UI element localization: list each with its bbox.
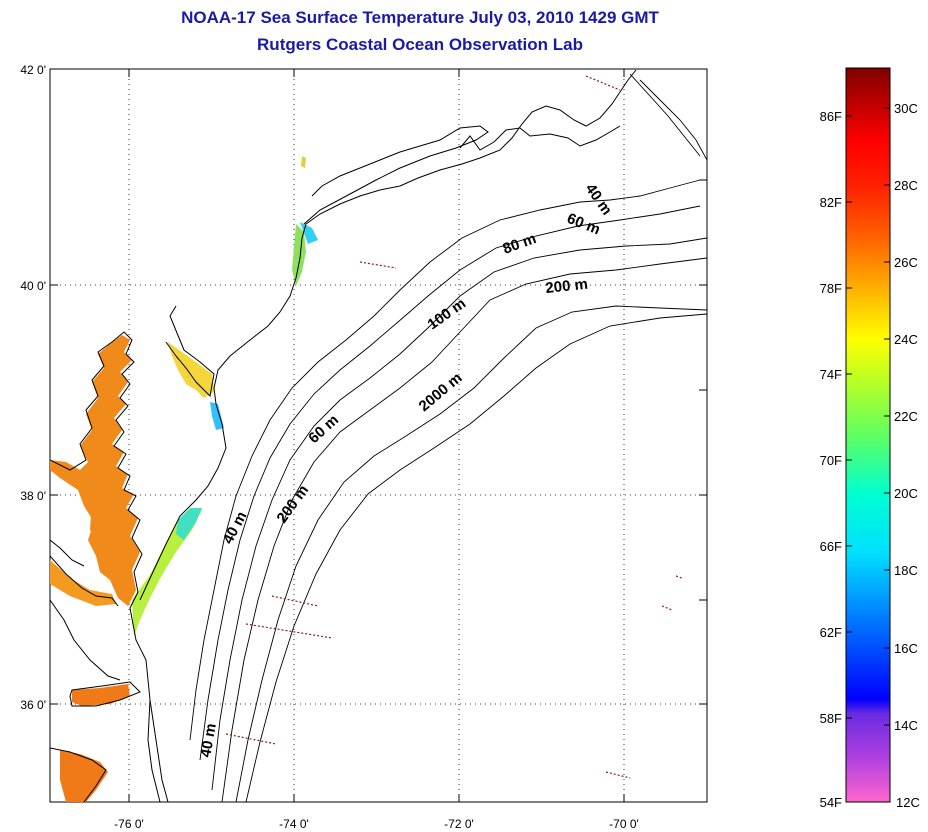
lon-tick-label: -72 0' [444, 817, 474, 831]
isobath-contours [189, 73, 707, 802]
coastline [50, 69, 637, 802]
colorbar-f-label: 58F [820, 711, 842, 726]
colorbar-f-label: 66F [820, 539, 842, 554]
map-subtitle: Rutgers Coastal Ocean Observation Lab [257, 35, 583, 54]
bay-tributary-sst [50, 560, 116, 606]
map-frame [49, 68, 708, 803]
colorbar-f-label: 62F [820, 625, 842, 640]
lon-tick-label: -74 0' [279, 817, 309, 831]
colorbar-fahrenheit-labels: 86F 82F 78F 74F 70F 66F 62F 58F 54F [820, 109, 842, 810]
nj-coastal-sst [301, 156, 306, 168]
lat-tick-label: 40 0' [20, 279, 46, 293]
lat-tick-label: 38 0' [20, 489, 46, 503]
colorbar-c-label: 28C [894, 178, 918, 193]
colorbar-c-label: 12C [896, 795, 920, 810]
colorbar-f-label: 86F [820, 109, 842, 124]
colorbar-c-label: 14C [894, 718, 918, 733]
scan-artifacts [225, 75, 683, 779]
delaware-bay-sst [210, 402, 224, 430]
nc-sound-sst [72, 684, 130, 706]
colorbar [845, 67, 891, 803]
depth-label: 40 m [197, 722, 220, 759]
colorbar-c-label: 26C [894, 255, 918, 270]
latitude-labels: 42 0' 40 0' 38 0' 36 0' [20, 63, 46, 712]
lat-tick-label: 36 0' [20, 698, 46, 712]
colorbar-f-label: 82F [820, 195, 842, 210]
lon-tick-label: -76 0' [114, 817, 144, 831]
colorbar-c-label: 24C [894, 332, 918, 347]
colorbar-celsius-labels: 30C 28C 26C 24C 22C 20C 18C 16C 14C 12C [894, 101, 920, 810]
depth-label: 200 m [545, 276, 589, 297]
colorbar-c-label: 18C [894, 563, 918, 578]
lat-tick-label: 42 0' [20, 63, 46, 77]
delmarva-coastal-sst [176, 508, 202, 540]
delmarva-coastal-sst [132, 508, 202, 636]
colorbar-ticks [846, 107, 890, 726]
longitude-labels: -76 0' -74 0' -72 0' -70 0' [114, 817, 639, 831]
frame-ticks [50, 69, 707, 802]
colorbar-f-label: 54F [820, 795, 842, 810]
colorbar-f-label: 78F [820, 281, 842, 296]
colorbar-c-label: 22C [894, 409, 918, 424]
nj-coastal-sst [292, 224, 306, 286]
map-title: NOAA-17 Sea Surface Temperature July 03,… [181, 8, 659, 27]
map-grid [50, 69, 707, 802]
colorbar-c-label: 30C [894, 101, 918, 116]
chesapeake-bay-sst [50, 335, 140, 606]
colorbar-c-label: 20C [894, 486, 918, 501]
bay-tributary-sst [90, 500, 112, 540]
colorbar-f-label: 74F [820, 367, 842, 382]
colorbar-c-label: 16C [894, 641, 918, 656]
delaware-bay-sst [168, 342, 214, 398]
lon-tick-label: -70 0' [609, 817, 639, 831]
colorbar-f-label: 70F [820, 453, 842, 468]
